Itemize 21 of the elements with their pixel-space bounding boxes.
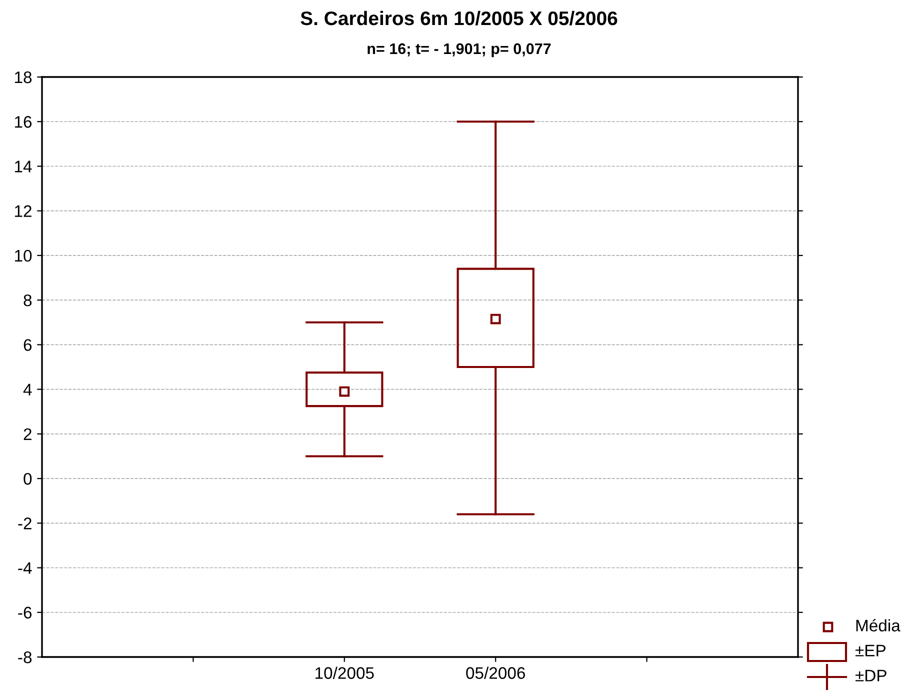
- y-tick-label: -8: [18, 651, 32, 664]
- text: ±DP: [856, 670, 886, 682]
- y-tick-label: 6: [24, 339, 32, 351]
- y-tick-label: 18: [15, 71, 32, 84]
- y-tick-label: 16: [15, 116, 32, 128]
- y-tick-label: 0: [24, 472, 32, 485]
- y-tick-label: -4: [18, 562, 32, 574]
- y-tick-label: 10: [15, 250, 32, 262]
- chart-subtitle: n= 16; t= - 1,901; p= 0,077: [368, 43, 551, 58]
- x-tick-label: 10/2005: [316, 666, 374, 679]
- y-tick-label: 4: [23, 384, 32, 396]
- y-tick-label: -2: [18, 518, 32, 530]
- text: Média: [856, 619, 900, 632]
- x-tick-label: 05/2006: [466, 666, 525, 679]
- y-tick-label: 8: [24, 294, 32, 306]
- y-tick-label: -6: [18, 606, 32, 619]
- y-tick-label: 14: [15, 160, 32, 172]
- y-tick-label: 2: [24, 428, 32, 440]
- text: ±EP: [856, 644, 886, 656]
- chart-title: S. Cardeiros 6m 10/2005 X 05/2006: [300, 10, 618, 26]
- y-tick-label: 12: [15, 205, 32, 217]
